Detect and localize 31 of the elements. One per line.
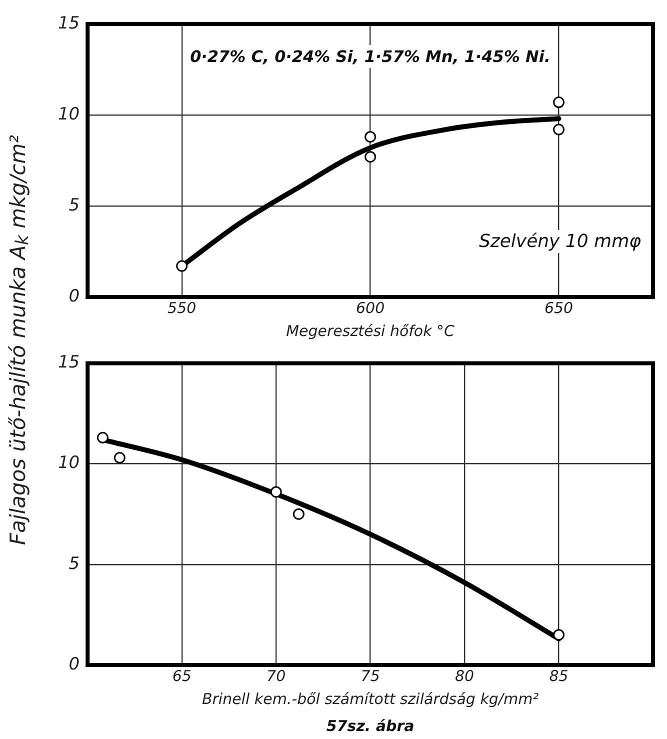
x-axis-title: Brinell kem.-ből számított szilárdság kg/mm² bbox=[202, 690, 539, 708]
y-tick-label: 10 bbox=[58, 104, 80, 124]
x-tick-label: 550 bbox=[168, 298, 196, 317]
y-tick-label: 0 bbox=[68, 654, 80, 674]
x-tick-label: 75 bbox=[360, 666, 380, 685]
x-axis-title: Megeresztési hőfok °C bbox=[286, 322, 456, 340]
y-tick-label: 5 bbox=[68, 554, 80, 574]
point bbox=[96, 432, 108, 444]
point bbox=[553, 96, 565, 108]
y-tick-label: 10 bbox=[58, 453, 80, 474]
x-tick-label: 70 bbox=[266, 666, 286, 685]
annotation: Szelvény 10 mmφ bbox=[478, 231, 642, 252]
annotation: 0·27% C, 0·24% Si, 1·57% Mn, 1·45% Ni. bbox=[190, 47, 550, 66]
point bbox=[364, 151, 376, 163]
y-tick-label: 0 bbox=[68, 286, 80, 306]
x-tick-label: 80 bbox=[454, 666, 474, 685]
point bbox=[270, 486, 282, 498]
point bbox=[114, 452, 126, 464]
y-tick-label: 15 bbox=[58, 13, 80, 34]
y-tick-label: 15 bbox=[58, 352, 80, 373]
y-tick-label: 5 bbox=[68, 195, 80, 216]
point bbox=[292, 508, 304, 520]
text: 57sz. ábra bbox=[326, 717, 414, 735]
point bbox=[364, 131, 376, 143]
x-tick-label: 85 bbox=[549, 666, 568, 685]
x-tick-label: 650 bbox=[544, 298, 574, 317]
x-tick-label: 600 bbox=[356, 298, 385, 317]
point bbox=[553, 124, 565, 136]
point bbox=[176, 260, 188, 272]
point bbox=[553, 629, 565, 641]
x-tick-label: 65 bbox=[172, 666, 192, 685]
